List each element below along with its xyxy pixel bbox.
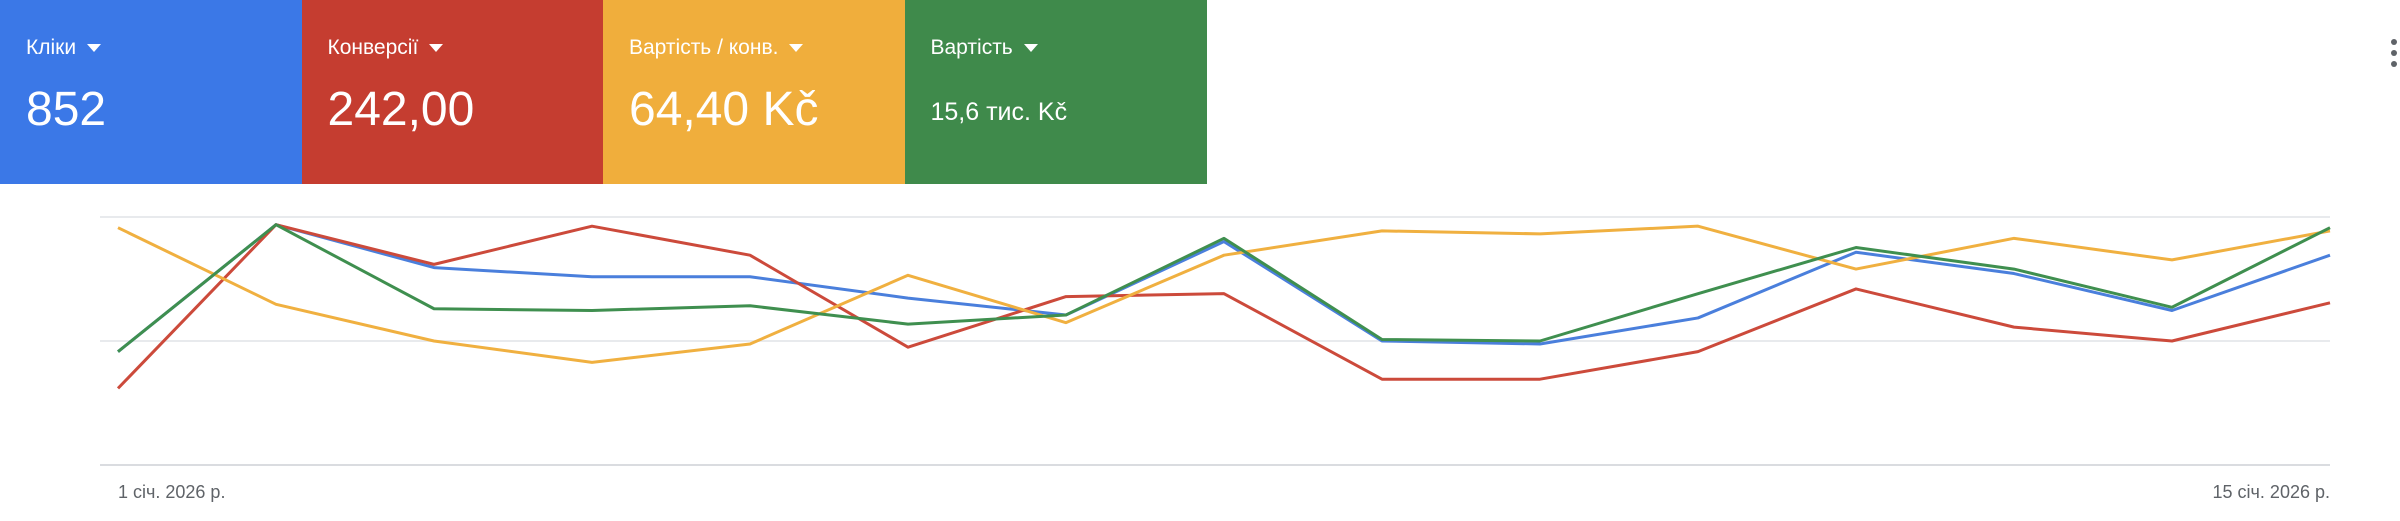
- metric-label: Конверсії: [328, 36, 445, 60]
- metric-name: Конверсії: [327, 36, 419, 59]
- dropdown-arrow[interactable]: [428, 43, 444, 53]
- metric-name: Кліки: [26, 36, 77, 59]
- metric-card[interactable]: Вартість / конв. 64,40 Kč: [603, 0, 905, 184]
- series-line: [117, 223, 2331, 353]
- series-line: [117, 223, 2331, 353]
- x-tick-label: 1 січ. 2026 р.: [118, 482, 225, 502]
- dropdown-arrow[interactable]: [1023, 43, 1039, 53]
- metric-label: Вартість: [931, 36, 1039, 60]
- metric-label: Вартість / конв.: [629, 36, 804, 60]
- metric-name: Вартість: [930, 36, 1013, 59]
- metric-label: Кліки: [26, 36, 102, 60]
- series-line: [116, 223, 2331, 390]
- metric-card[interactable]: Кліки 852: [0, 0, 302, 184]
- metric-card[interactable]: Конверсії 242,00: [301, 0, 604, 184]
- dropdown-arrow[interactable]: [86, 43, 102, 53]
- metric-name: Вартість / конв.: [629, 36, 779, 59]
- metric-card[interactable]: Вартість 15,6 тис. Kč: [904, 0, 1207, 184]
- more-menu[interactable]: [2391, 39, 2397, 67]
- metric-value: 852: [26, 83, 107, 136]
- dropdown-arrow[interactable]: [788, 43, 804, 53]
- metric-value: 15,6 тис. Kč: [930, 98, 1068, 126]
- series-line: [117, 224, 2331, 364]
- x-tick-label: 15 січ. 2026 р.: [2213, 482, 2330, 502]
- metric-value: 242,00: [327, 83, 475, 136]
- metric-value: 64,40 Kč: [629, 83, 819, 136]
